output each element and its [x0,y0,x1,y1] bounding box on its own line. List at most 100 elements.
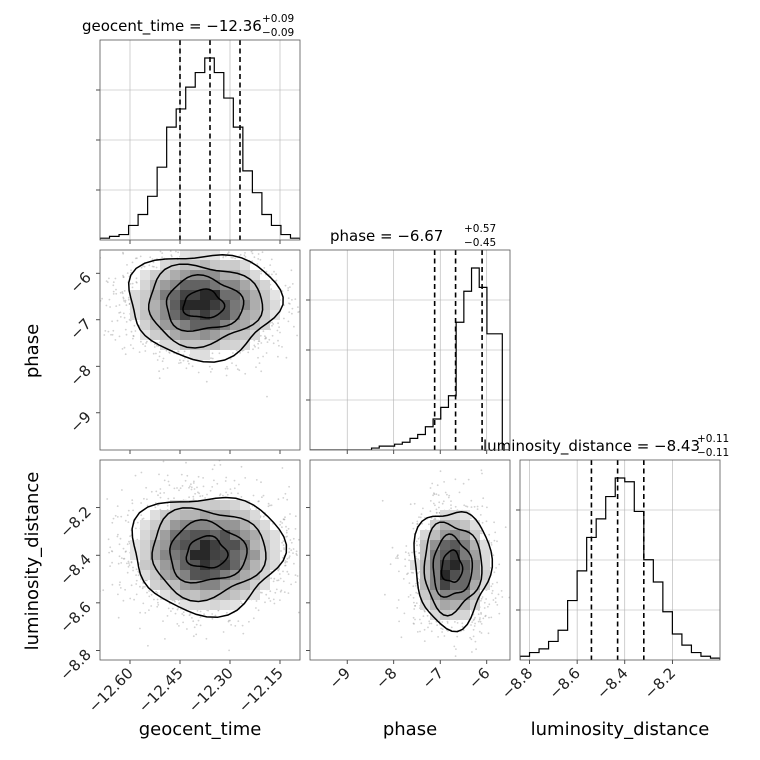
sample-point [337,595,339,597]
sample-point [269,264,272,266]
density-cell [160,260,170,270]
sample-point [496,540,498,543]
density-cell [250,300,260,310]
sample-point [294,515,297,518]
sample-point [176,608,179,611]
sample-point [122,251,124,254]
sample-point [186,240,188,242]
sample-point [216,482,219,485]
sample-point [225,237,227,239]
sample-point [257,342,259,345]
sample-point [119,311,122,314]
sample-point [157,604,160,606]
density-cell [220,590,230,600]
sample-point [283,548,286,551]
density-cell [240,560,250,570]
sample-point [278,573,281,575]
sample-point [124,299,127,302]
sample-point [130,561,133,564]
density-cell [240,570,250,580]
sample-point [104,330,107,332]
density-cell [230,280,240,290]
sample-point [217,609,220,612]
density-cell [240,300,250,310]
sample-point [294,298,297,300]
sample-point [179,359,181,361]
sample-point [122,276,125,278]
sample-point [516,571,518,573]
sample-point [318,339,320,341]
sample-point [127,565,130,568]
sample-point [161,252,164,255]
sample-point [292,537,295,540]
sample-point [225,374,228,377]
sample-point [139,611,142,614]
density-cell [200,350,210,360]
sample-point [146,579,148,582]
sample-point [156,605,159,608]
sample-point [120,557,123,559]
density-cell [170,320,180,330]
sample-point [294,581,297,583]
sample-point [112,290,115,293]
density-cell [180,280,190,290]
sample-point [195,623,198,626]
sample-point [120,515,123,518]
sample-point [228,649,231,652]
density-cell [250,590,260,600]
density-cell [170,300,180,310]
sample-point [263,267,266,269]
sample-point [140,514,143,517]
density-cell [210,600,220,610]
density-cell [190,560,200,570]
sample-point [152,352,155,355]
contour-level [147,263,264,349]
density-cell [210,500,220,510]
density-cell [230,320,240,330]
scatter-luminosity-distance-vs-phase [306,459,518,664]
sample-point [206,493,208,496]
sample-point [134,330,137,332]
density-cell [160,560,170,570]
sample-point [190,486,193,489]
density-cell [160,530,170,540]
density-cell [210,290,220,300]
sample-point [210,357,212,360]
sample-point [188,614,191,617]
density-cell [260,580,270,590]
sample-point [166,615,169,617]
density-cell [230,590,240,600]
sample-point [201,495,204,497]
sample-point [298,538,300,541]
sample-point [282,556,284,559]
sample-point [186,628,188,630]
sample-point [158,232,160,234]
density-cell [260,550,270,560]
density-cell [130,540,140,550]
sample-point [204,248,206,250]
sample-point [157,494,159,497]
sample-point [239,243,241,245]
density-cell [190,570,200,580]
sample-point [214,614,217,617]
density-cell [260,280,270,290]
sample-point [273,270,275,273]
sample-point [132,335,135,338]
density-cell [250,530,260,540]
sample-point [156,598,159,601]
title-phase-minus: −0.45 [464,237,496,249]
sample-point [253,339,256,342]
sample-point [241,349,244,352]
sample-point [178,602,181,605]
sample-point [182,359,185,362]
sample-point [141,587,144,590]
sample-point [283,518,285,521]
sample-point [166,236,168,238]
contour-level [169,518,248,584]
density-cell [180,520,190,530]
density-cell [260,520,270,530]
sample-point [257,258,260,260]
title-luminosity-distance: luminosity_distance = −8.43 [483,437,700,456]
sample-point [177,350,179,352]
density-cell [200,300,210,310]
